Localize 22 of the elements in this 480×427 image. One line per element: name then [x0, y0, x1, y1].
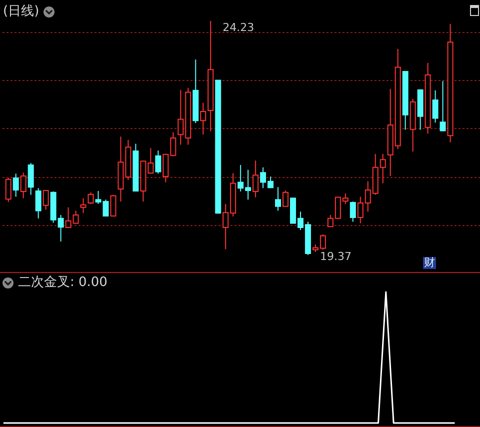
text: 财: [423, 256, 436, 269]
candlestick: [252, 160, 259, 198]
candlestick: [80, 198, 86, 214]
candlestick: [350, 201, 356, 222]
candlestick: [12, 173, 19, 198]
candlestick: [440, 80, 446, 132]
chart-title: (日线): [3, 4, 40, 19]
candlestick: [200, 102, 206, 136]
annotation: 19.37: [320, 250, 352, 263]
candlestick: [5, 177, 12, 203]
candlestick: [275, 186, 282, 212]
candlestick: [432, 90, 438, 124]
candlestick: [110, 194, 116, 217]
candlestick: [20, 172, 26, 199]
annotation: 24.23: [222, 21, 254, 34]
candlestick: [35, 188, 42, 219]
candlestick: [155, 150, 162, 174]
candlestick: [282, 190, 288, 207]
candlestick: [28, 162, 34, 196]
candlestick: [42, 190, 49, 210]
candlestick: [88, 192, 94, 204]
chart-title: 二次金叉: 0.00: [18, 275, 108, 290]
